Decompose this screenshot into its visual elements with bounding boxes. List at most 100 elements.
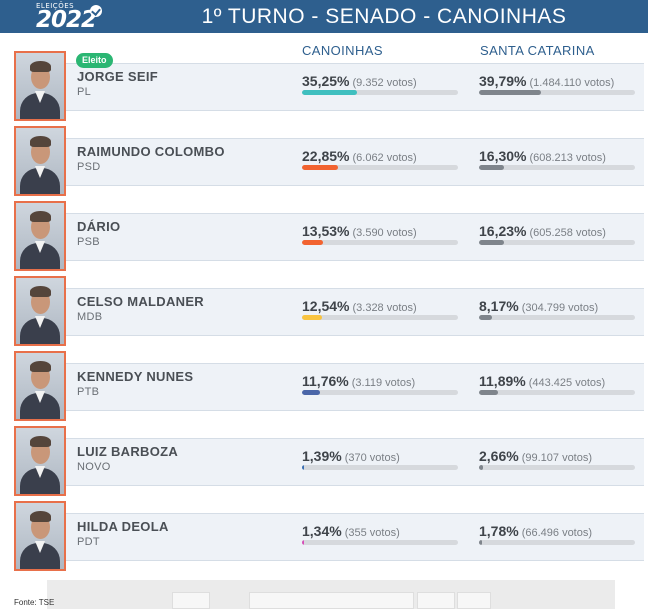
- local-percentage: 12,54%: [302, 298, 350, 314]
- row-background: [66, 438, 644, 486]
- photo-collar: [35, 316, 45, 328]
- local-result: 11,76% (3.119 votos): [302, 371, 415, 390]
- state-votes: (99.107 votos): [521, 452, 593, 464]
- source-note: Fonte: TSE: [14, 598, 55, 607]
- state-votes: (605.258 votos): [529, 227, 606, 239]
- photo-collar: [35, 166, 45, 178]
- state-result: 16,30% (608.213 votos): [479, 146, 606, 165]
- column-header-local: CANOINHAS: [302, 43, 383, 58]
- logo-small-text: ELEIÇÕES: [36, 2, 75, 10]
- row-background: [66, 513, 644, 561]
- row-background: [66, 213, 644, 261]
- row-background: [66, 138, 644, 186]
- state-percentage: 2,66%: [479, 448, 519, 464]
- state-result: 8,17% (304.799 votos): [479, 296, 598, 315]
- candidate-photo: [14, 351, 66, 421]
- row-background: [66, 288, 644, 336]
- photo-collar: [35, 541, 45, 553]
- local-result: 1,39% (370 votos): [302, 446, 400, 465]
- state-result: 1,78% (66.496 votos): [479, 521, 592, 540]
- logo-year: 2022: [36, 7, 97, 33]
- state-votes: (66.496 votos): [521, 527, 593, 539]
- state-progress-fill: [479, 315, 492, 320]
- state-percentage: 16,23%: [479, 223, 527, 239]
- local-votes: (3.119 votos): [351, 377, 416, 389]
- candidate-party: PSB: [77, 236, 100, 248]
- photo-hair: [30, 136, 51, 147]
- candidate-row: HILDA DEOLA PDT 1,34% (355 votos) 1,78% (6…: [14, 501, 644, 576]
- state-percentage: 1,78%: [479, 523, 519, 539]
- local-progress-fill: [302, 540, 305, 545]
- candidate-photo: [14, 426, 66, 496]
- photo-hair: [30, 436, 51, 447]
- elections-logo: ELEIÇÕES 2022: [36, 2, 102, 33]
- candidate-photo: [14, 126, 66, 196]
- state-result: 39,79% (1.484.110 votos): [479, 71, 614, 90]
- local-votes: (3.590 votos): [352, 227, 417, 239]
- photo-hair: [30, 61, 51, 72]
- state-votes: (304.799 votos): [521, 302, 599, 314]
- local-votes: (355 votos): [344, 527, 400, 539]
- local-progress-bar: [302, 165, 458, 170]
- candidate-photo: [14, 51, 66, 121]
- row-background: [66, 363, 644, 411]
- candidate-name: LUIZ BARBOZA: [77, 444, 179, 459]
- local-votes: (9.352 votos): [352, 77, 417, 89]
- local-result: 1,34% (355 votos): [302, 521, 400, 540]
- state-percentage: 11,89%: [479, 373, 526, 389]
- state-result: 16,23% (605.258 votos): [479, 221, 606, 240]
- candidate-row: Eleito JORGE SEIF PL 35,25% (9.352 votos)…: [14, 51, 644, 126]
- candidate-row: CELSO MALDANER MDB 12,54% (3.328 votos) 8…: [14, 276, 644, 351]
- candidate-party: PSD: [77, 161, 101, 173]
- photo-hair: [30, 511, 51, 522]
- local-percentage: 22,85%: [302, 148, 350, 164]
- state-progress-bar: [479, 315, 635, 320]
- local-percentage: 13,53%: [302, 223, 350, 239]
- local-result: 35,25% (9.352 votos): [302, 71, 417, 90]
- candidate-name: KENNEDY NUNES: [77, 369, 194, 384]
- candidate-row: KENNEDY NUNES PTB 11,76% (3.119 votos) 11…: [14, 351, 644, 426]
- candidate-party: PL: [77, 86, 92, 98]
- page-title: 1º TURNO - SENADO - CANOINHAS: [201, 5, 567, 28]
- photo-collar: [35, 91, 45, 103]
- candidate-name: CELSO MALDANER: [77, 294, 204, 309]
- state-progress-fill: [479, 165, 505, 170]
- local-percentage: 1,34%: [302, 523, 342, 539]
- local-progress-bar: [302, 240, 458, 245]
- local-result: 13,53% (3.590 votos): [302, 221, 417, 240]
- local-percentage: 35,25%: [302, 73, 350, 89]
- candidate-party: PTB: [77, 386, 100, 398]
- state-progress-bar: [479, 540, 635, 545]
- local-progress-bar: [302, 390, 458, 395]
- local-progress-fill: [302, 465, 305, 470]
- candidate-photo: [14, 501, 66, 571]
- candidate-party: NOVO: [77, 461, 111, 473]
- local-result: 22,85% (6.062 votos): [302, 146, 417, 165]
- local-percentage: 11,76%: [302, 373, 349, 389]
- state-progress-bar: [479, 240, 635, 245]
- local-percentage: 1,39%: [302, 448, 342, 464]
- state-votes: (1.484.110 votos): [529, 77, 615, 89]
- local-progress-bar: [302, 540, 458, 545]
- local-progress-fill: [302, 90, 357, 95]
- local-progress-fill: [302, 315, 322, 320]
- photo-hair: [30, 361, 51, 372]
- state-progress-fill: [479, 390, 498, 395]
- state-progress-bar: [479, 465, 635, 470]
- photo-hair: [30, 211, 51, 222]
- local-progress-bar: [302, 90, 458, 95]
- photo-collar: [35, 466, 45, 478]
- state-votes: (443.425 votos): [528, 377, 606, 389]
- state-result: 11,89% (443.425 votos): [479, 371, 605, 390]
- photo-hair: [30, 286, 51, 297]
- candidate-row: DÁRIO PSB 13,53% (3.590 votos) 16,23% (605…: [14, 201, 644, 276]
- local-progress-fill: [302, 240, 324, 245]
- state-progress-fill: [479, 540, 482, 545]
- local-progress-fill: [302, 165, 338, 170]
- local-votes: (3.328 votos): [352, 302, 417, 314]
- footer-segment: [249, 592, 414, 609]
- column-header-state: SANTA CATARINA: [480, 43, 595, 58]
- state-percentage: 39,79%: [479, 73, 527, 89]
- state-progress-bar: [479, 90, 635, 95]
- local-progress-fill: [302, 390, 321, 395]
